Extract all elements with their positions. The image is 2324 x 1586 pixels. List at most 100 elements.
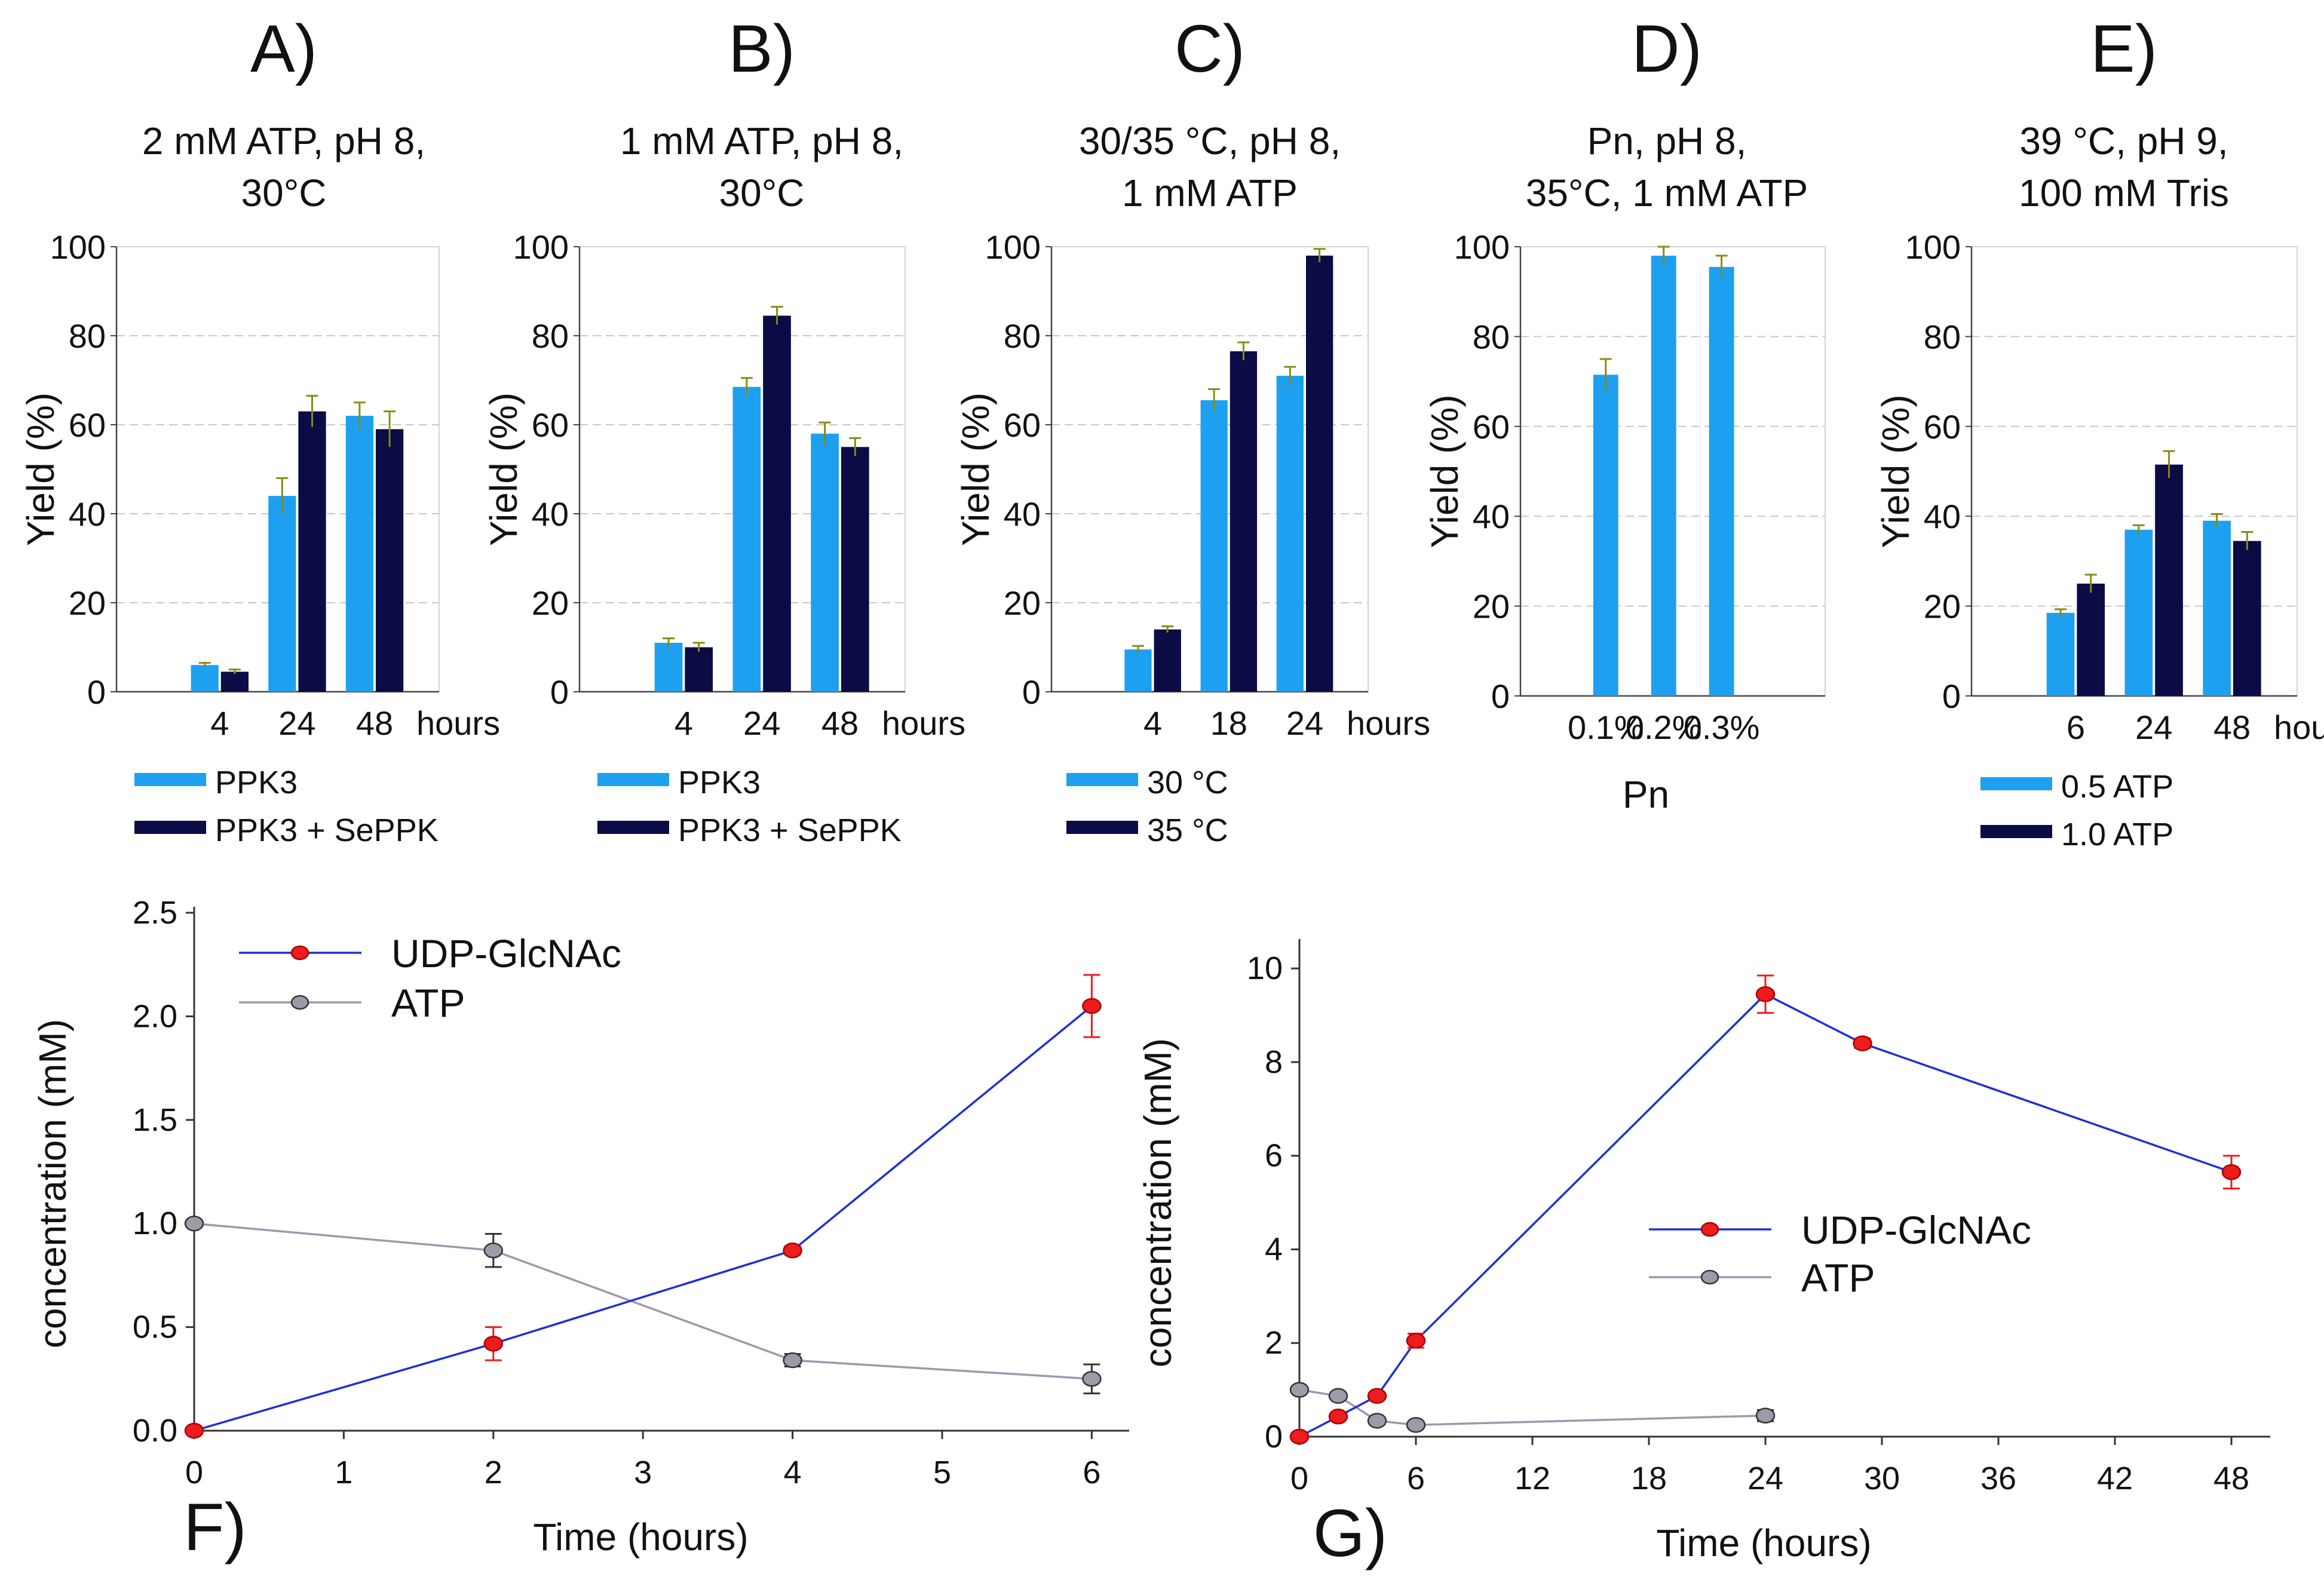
data-point — [184, 1215, 204, 1232]
y-tick-label: 20 — [1004, 584, 1041, 622]
bar — [763, 315, 791, 692]
y-tick-label: 2.5 — [133, 895, 177, 931]
y-tick-label: 80 — [69, 317, 106, 355]
bar — [1709, 266, 1734, 697]
panel-title-line: Pn, pH 8, — [1587, 119, 1747, 162]
panel-title-line: 1 mM ATP, pH 8, — [620, 119, 903, 162]
x-tick-label: 6 — [2067, 708, 2085, 746]
bar — [268, 496, 296, 692]
x-tick-label: 4 — [1143, 704, 1162, 742]
bar — [654, 643, 683, 692]
bar — [1230, 351, 1258, 692]
legend-marker — [290, 995, 309, 1010]
y-tick-label: 100 — [50, 228, 106, 266]
x-tick-label: 36 — [1980, 1461, 2016, 1496]
y-tick-label: 100 — [1905, 228, 1961, 266]
y-tick-label: 2 — [1265, 1325, 1283, 1361]
y-tick-label: 1.5 — [133, 1102, 177, 1138]
data-point — [1328, 1388, 1348, 1404]
x-tick-label: 0.1% — [1568, 708, 1644, 746]
bar — [298, 411, 326, 692]
x-tick-label: 24 — [743, 704, 780, 742]
panel-letter: C) — [1175, 11, 1245, 86]
data-point — [1082, 998, 1102, 1014]
legend-swatch — [134, 773, 206, 786]
legend-swatch — [1066, 821, 1138, 834]
data-point — [1367, 1413, 1387, 1429]
x-tick-label: 0 — [185, 1455, 203, 1490]
bar — [1651, 256, 1676, 696]
y-axis-label: Yield (%) — [19, 392, 62, 546]
legend-label: PPK3 — [215, 765, 298, 800]
legend-label: PPK3 + SePPK — [678, 812, 902, 848]
y-tick-label: 1.0 — [133, 1205, 177, 1241]
y-tick-label: 40 — [1004, 495, 1041, 533]
chart-B: B) 1 mM ATP, pH 8, 30°C 0 20 40 60 80 100 Yield (… — [482, 11, 965, 848]
legend-label: ATP — [391, 981, 465, 1025]
y-tick-label: 0 — [1265, 1419, 1283, 1455]
legend-label: 30 °C — [1147, 765, 1228, 800]
y-tick-label: 0 — [1022, 673, 1041, 711]
bar — [841, 447, 869, 692]
x-tick-label: 1 — [335, 1455, 352, 1490]
y-tick-label: 20 — [532, 584, 569, 622]
y-tick-label: 40 — [532, 495, 569, 533]
legend-swatch — [597, 821, 669, 834]
bar — [1200, 400, 1228, 692]
y-axis-label: concentration (mM) — [31, 1019, 74, 1348]
y-axis-label: Yield (%) — [482, 392, 525, 546]
y-tick-label: 40 — [69, 495, 106, 533]
x-tick-label: 24 — [2135, 708, 2172, 746]
x-tick-label: 6 — [1083, 1455, 1100, 1490]
y-tick-label: 0.0 — [133, 1413, 177, 1449]
x-tick-label: 48 — [2213, 708, 2251, 746]
y-tick-label: 0 — [87, 673, 106, 711]
y-tick-label: 100 — [1454, 228, 1510, 266]
legend-label: 0.5 ATP — [2061, 769, 2173, 805]
y-tick-label: 80 — [1924, 318, 1961, 355]
x-tick-label: 3 — [634, 1455, 652, 1490]
y-axis-label: Yield (%) — [1423, 394, 1466, 548]
y-tick-label: 20 — [69, 584, 106, 622]
legend-swatch — [1980, 825, 2052, 838]
y-axis-label: Yield (%) — [1874, 394, 1917, 548]
y-tick-label: 40 — [1924, 498, 1961, 535]
data-point — [1755, 986, 1776, 1002]
x-axis-label: Pn — [1623, 773, 1669, 816]
y-tick-label: 0 — [550, 673, 569, 711]
x-tick-label: 0.3% — [1684, 708, 1760, 746]
y-tick-label: 6 — [1265, 1138, 1283, 1174]
x-tick-label: 18 — [1631, 1461, 1667, 1496]
x-tick-label: 24 — [1747, 1461, 1783, 1496]
data-point — [1367, 1388, 1387, 1404]
data-point — [483, 1336, 504, 1352]
legend-swatch — [1066, 773, 1138, 786]
bar — [345, 416, 373, 692]
bar — [1154, 629, 1181, 692]
y-tick-label: 60 — [69, 406, 106, 444]
x-tick-label: 24 — [1286, 704, 1323, 742]
legend-label: ATP — [1801, 1256, 1875, 1300]
x-tick-label: 4 — [210, 704, 229, 742]
series-line — [194, 1222, 1092, 1381]
data-point — [783, 1243, 802, 1259]
bar — [1276, 376, 1304, 692]
x-tick-label: 48 — [821, 704, 859, 742]
data-point — [1406, 1333, 1426, 1349]
x-tick-label: 2 — [485, 1455, 502, 1490]
legend-marker — [1700, 1269, 1719, 1285]
bar — [1124, 649, 1152, 692]
bar — [2077, 584, 2105, 696]
y-tick-label: 2.0 — [133, 998, 177, 1034]
legend-label: UDP-GlcNAc — [391, 931, 621, 975]
x-tick-label: 12 — [1514, 1461, 1550, 1496]
data-point — [184, 1422, 204, 1439]
panel-title-line: 35°C, 1 mM ATP — [1526, 171, 1808, 214]
legend-swatch — [134, 821, 206, 834]
y-tick-label: 60 — [532, 406, 569, 444]
x-unit-label: hours — [882, 704, 965, 742]
panel-letter: A) — [250, 11, 317, 86]
chart-D: D) Pn, pH 8, 35°C, 1 mM ATP 0 20 40 60 80 100 Yie… — [1423, 11, 1826, 816]
panel-title-line: 39 °C, pH 9, — [2019, 119, 2228, 162]
x-tick-label: 0.2% — [1626, 708, 1702, 746]
